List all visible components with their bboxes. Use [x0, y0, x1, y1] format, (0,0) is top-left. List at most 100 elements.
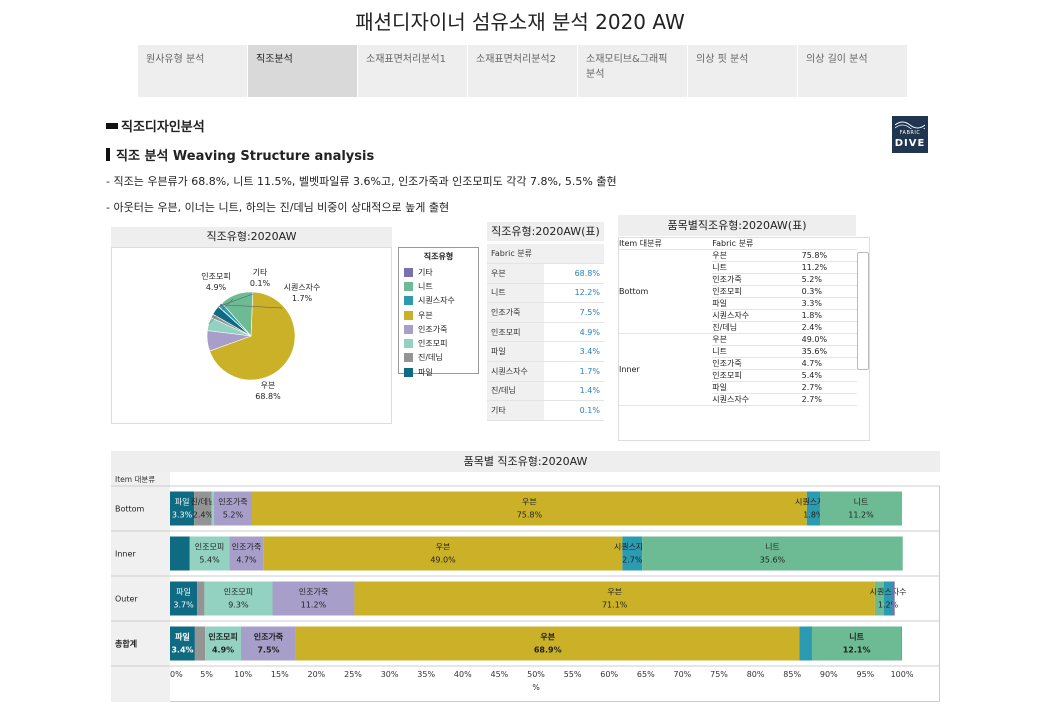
legend-label: 우븐	[418, 310, 433, 320]
item-fabric-table: Item 대분류 Fabric 분류 Bottom 우븐 75.8% 니트 11.2% 인…	[619, 238, 857, 406]
bar-segment-inner-pile[interactable]	[170, 536, 190, 571]
legend-swatch	[404, 310, 413, 320]
bar-segment-name: 우븐	[607, 588, 622, 597]
table-row: 인조가죽 7.5%	[487, 302, 604, 323]
bar-segment-outer-etc[interactable]	[892, 581, 895, 616]
bar-segment-name: 파일	[175, 632, 190, 642]
legend-title: 직조유형	[423, 252, 454, 261]
bar-segment-name: 인조가죽	[254, 632, 284, 642]
legend-item-knit[interactable]: 니트	[404, 279, 473, 293]
fabric-value: 68.8%	[544, 263, 604, 284]
bar-segment-total-faux-fur[interactable]	[205, 626, 242, 661]
item-group-inner: Inner	[619, 333, 713, 406]
bar-segment-total-knit[interactable]	[811, 626, 902, 661]
bar-segment-bottom-sequin[interactable]	[806, 491, 821, 526]
legend-item-sequin[interactable]: 시퀀스자수	[404, 294, 473, 308]
tab-weaving[interactable]: 직조분석	[248, 45, 357, 97]
fabric-value: 3.4%	[544, 341, 604, 363]
tab-surface-1[interactable]: 소재표면처리분석1	[358, 45, 467, 97]
bar-segment-outer-faux-leather[interactable]	[272, 581, 355, 616]
bar-segment-outer-woven[interactable]	[354, 581, 875, 616]
legend-swatch	[404, 339, 413, 349]
tab-fit[interactable]: 의상 핏 분석	[688, 45, 797, 97]
x-tick-label: 25%	[344, 670, 362, 679]
fabric-value: 49.0%	[801, 333, 857, 346]
bar-segment-name: 인조모피	[224, 587, 253, 597]
item-fabric-table-scroll[interactable]: Item 대분류 Fabric 분류 Bottom 우븐 75.8% 니트 11.2% 인…	[618, 237, 870, 441]
pie-slice-faux-leather[interactable]	[206, 330, 252, 352]
tab-yarn-type[interactable]: 원사유형 분석	[138, 45, 247, 97]
legend-label: 니트	[418, 281, 433, 291]
bar-segment-bottom-pile[interactable]	[170, 491, 195, 526]
bar-segment-name: 우븐	[522, 498, 537, 507]
legend-item-denim[interactable]: 진/데님	[404, 351, 473, 365]
pie-slice-woven[interactable]	[209, 291, 296, 381]
bar-segment-value: 7.5%	[257, 646, 279, 655]
bar-segment-bottom-knit[interactable]	[820, 491, 902, 526]
bar-segment-bottom-faux-fur[interactable]	[211, 491, 214, 526]
fabric-type-table: Fabric 분류 우븐 68.8% 니트 12.2% 인조가죽 7.5% 인조모피 4.9%…	[487, 244, 604, 421]
legend-item-faux-fur[interactable]: 인조모피	[404, 336, 473, 350]
bar-segment-inner-woven[interactable]	[263, 536, 623, 571]
bar-segment-outer-denim[interactable]	[197, 581, 205, 616]
bar-segment-total-denim[interactable]	[194, 626, 206, 661]
bar-segment-value: 35.6%	[760, 556, 786, 565]
bar-segment-name: 인조가죽	[218, 497, 247, 507]
bar-segment-name: 진/데님	[191, 497, 216, 507]
table-row: 우븐 68.8%	[487, 263, 604, 284]
legend-swatch	[404, 353, 413, 363]
bar-segment-bottom-faux-leather[interactable]	[213, 491, 252, 526]
bar-segment-name: 시퀀스자수	[870, 588, 907, 597]
bar-segment-inner-knit[interactable]	[642, 536, 903, 571]
x-tick-label: 70%	[674, 670, 692, 679]
fabric-value: 4.7%	[801, 357, 857, 370]
bar-segment-inner-faux-leather[interactable]	[229, 536, 264, 571]
legend-label: 파일	[418, 367, 433, 377]
x-tick-label: 85%	[783, 670, 801, 679]
bar-segment-outer-sequin[interactable]	[883, 581, 893, 616]
bar-segment-value: 11.2%	[848, 511, 874, 520]
legend-item-pile[interactable]: 파일	[404, 365, 473, 379]
tab-surface-2[interactable]: 소재표면처리분석2	[468, 45, 577, 97]
fabric-label: 진/데님	[487, 381, 544, 402]
legend-swatch	[404, 267, 413, 277]
bar-segment-name: 니트	[854, 497, 869, 507]
fabric-value: 4.9%	[544, 322, 604, 343]
bar-segment-value: 5.4%	[199, 556, 220, 565]
bar-segment-name: 니트	[765, 542, 780, 552]
table-row: 니트 12.2%	[487, 283, 604, 304]
legend-item-woven[interactable]: 우븐	[404, 308, 473, 322]
legend-label: 기타	[418, 267, 433, 277]
fabric-label: 시퀀스자수	[712, 309, 802, 322]
legend-item-etc[interactable]: 기타	[404, 265, 473, 279]
bar-segment-total-etc[interactable]	[901, 626, 902, 661]
tab-length[interactable]: 의상 길이 분석	[798, 45, 907, 97]
bar-segment-outer-faux-fur[interactable]	[204, 581, 273, 616]
bar-segment-bottom-woven[interactable]	[251, 491, 807, 526]
x-tick-label: 80%	[747, 670, 765, 679]
bar-segment-total-pile[interactable]	[170, 626, 195, 661]
bar-segment-bottom-denim[interactable]	[194, 491, 212, 526]
pie-label-name: 기타	[253, 268, 268, 277]
x-tick-label: 10%	[234, 670, 252, 679]
legend-item-faux-leather[interactable]: 인조가죽	[404, 322, 473, 336]
bar-segment-total-sequin[interactable]	[799, 626, 812, 661]
bar-segment-value: 2.7%	[622, 556, 643, 565]
legend-swatch	[404, 296, 413, 306]
bar-segment-outer-pile[interactable]	[170, 581, 198, 616]
tab-motif-graphic[interactable]: 소재모티브&그래픽 분석	[578, 45, 687, 97]
bar-segment-inner-faux-fur[interactable]	[189, 536, 230, 571]
bar-segment-value: 68.9%	[534, 646, 562, 655]
page-title: 패션디자이너 섬유소재 분석 2020 AW	[355, 10, 685, 34]
table2-scrollbar-thumb[interactable]	[857, 252, 869, 370]
sub-title: 직조 분석 Weaving Structure analysis	[106, 145, 374, 164]
bar-segment-value: 5.2%	[223, 511, 244, 520]
bar-segment-total-woven[interactable]	[295, 626, 800, 661]
table-row: 진/데님 2.4%	[619, 321, 857, 334]
bar-segment-inner-sequin[interactable]	[622, 536, 643, 571]
bar-segment-total-faux-leather[interactable]	[241, 626, 296, 661]
bar-segment-value: 71.1%	[602, 601, 628, 610]
bar-segment-outer-knit[interactable]	[874, 581, 884, 616]
bar-segment-name: 인조모피	[208, 632, 237, 642]
